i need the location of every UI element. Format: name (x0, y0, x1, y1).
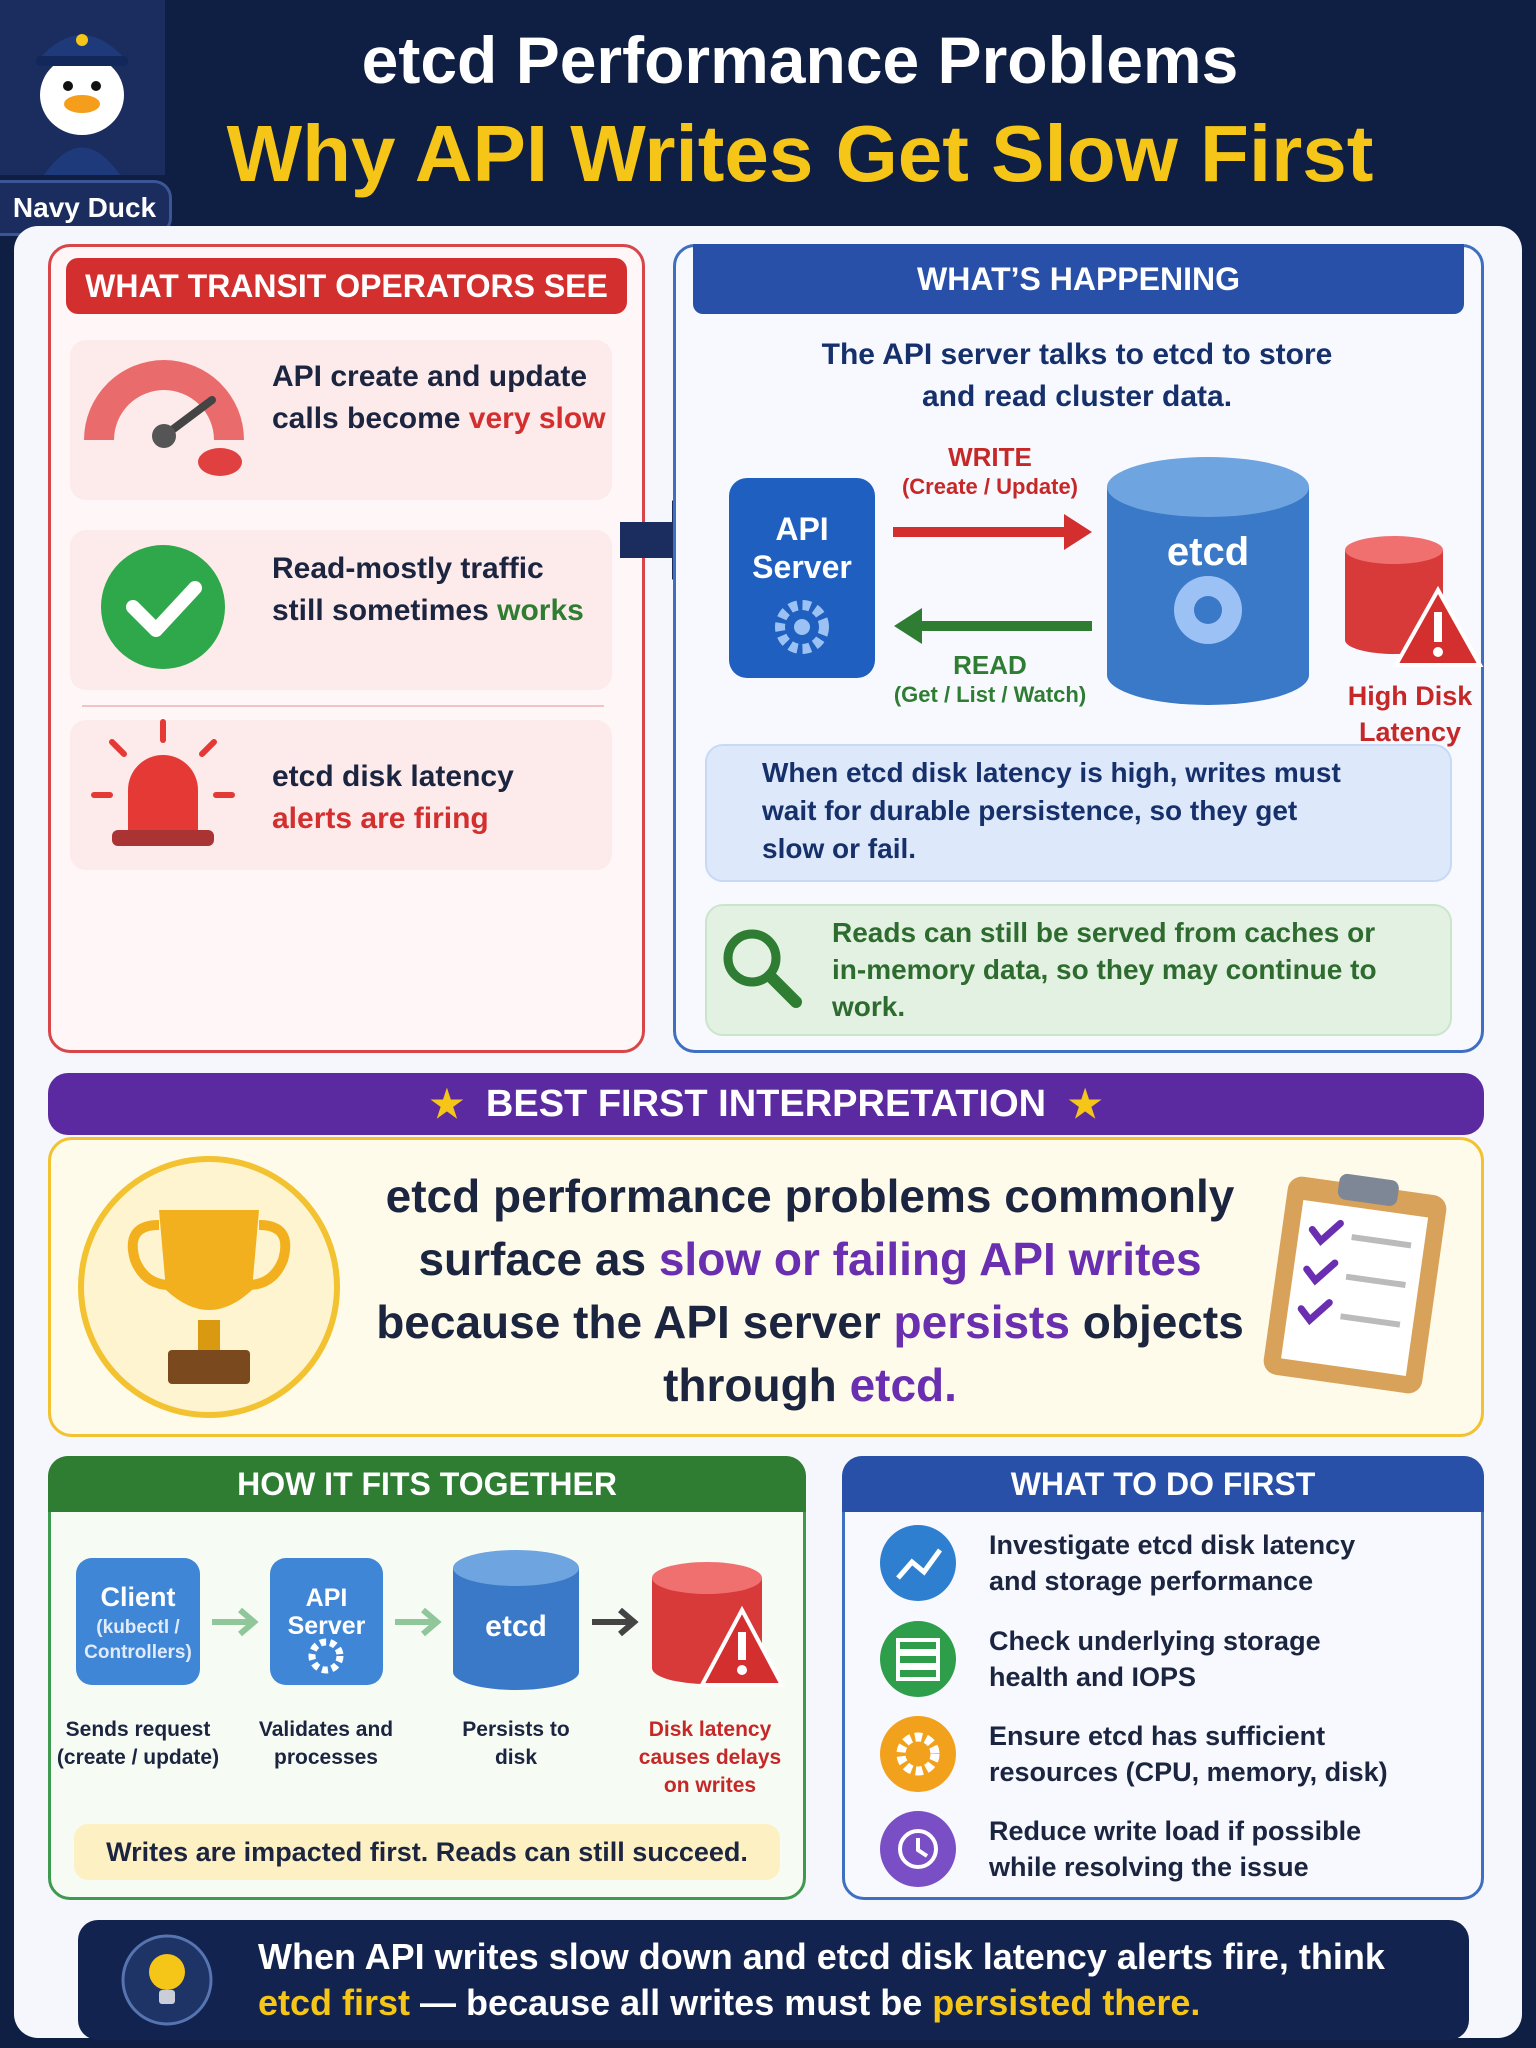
text-part: slow or failing API writes (658, 1233, 1202, 1285)
happening-title: WHAT’S HAPPENING (693, 244, 1464, 314)
step-caption: Sends request (create / update) (56, 1718, 220, 1769)
write-detail: (Create / Update) (901, 474, 1079, 499)
text-part: etcd first (258, 1982, 411, 2023)
read-note-box (705, 904, 1452, 1036)
text-part: etcd performance problems commonly surfa… (385, 1170, 1235, 1285)
disk-alert: High Disk Latency (1347, 681, 1473, 747)
bulb-icon (121, 1934, 213, 2026)
step-caption: Validates and processes (258, 1718, 394, 1769)
action-text: Reduce write load if possible while reso… (989, 1816, 1362, 1882)
symptom-text: etcd disk latency alerts are firing (272, 756, 572, 840)
text-part: persists (893, 1296, 1070, 1348)
symptom-icons (84, 360, 244, 846)
write-note-box (705, 744, 1452, 882)
interpretation-icons (78, 1156, 1447, 1418)
symptom-line: Read-mostly traffic still sometimes (272, 552, 544, 627)
duck-icon (36, 34, 128, 175)
text-part: persisted there. (932, 1982, 1201, 2023)
symptom-text: API create and update calls become very … (272, 356, 612, 440)
flow-title: HOW IT FITS TOGETHER (48, 1456, 806, 1512)
star: ★ (1068, 1083, 1103, 1126)
interpretation-text: etcd performance problems commonly surfa… (360, 1165, 1260, 1417)
step-caption: Persists to disk (462, 1718, 570, 1769)
api-server-label: API Server (752, 511, 852, 585)
text-part: When API writes slow down and etcd disk … (258, 1936, 1385, 1977)
step-sub: (kubectl / Controllers) (84, 1617, 192, 1663)
action-text: Check underlying storage health and IOPS (989, 1626, 1321, 1692)
subtitle: Why API Writes Get Slow First (226, 109, 1374, 198)
mascot-panel (0, 0, 165, 175)
flow-diagram (729, 457, 1484, 705)
happening-intro: The API server talks to etcd to store an… (821, 338, 1333, 413)
text-part: because the API server (376, 1296, 894, 1348)
read-note: Reads can still be served from caches or… (832, 917, 1377, 1022)
action-text: Investigate etcd disk latency and storag… (989, 1530, 1356, 1596)
symptom-line: etcd disk latency (272, 760, 514, 793)
text-part: objects through (663, 1296, 1244, 1411)
read-detail: (Get / List / Watch) (893, 682, 1087, 707)
symptom-text: Read-mostly traffic still sometimes work… (272, 548, 592, 632)
footer-text: When API writes slow down and etcd disk … (258, 1934, 1418, 2026)
interpretation-title: BEST FIRST INTERPRETATION (485, 1082, 1047, 1125)
write-label: WRITE (948, 442, 1032, 472)
step-caption: Disk latency causes delays on writes (638, 1718, 782, 1797)
flow-note: Writes are impacted first. Reads can sti… (74, 1824, 780, 1880)
star: ★ (429, 1083, 464, 1126)
symptoms-title: WHAT TRANSIT OPERATORS SEE (66, 258, 627, 314)
step-label: etcd (485, 1610, 547, 1643)
actions-title: WHAT TO DO FIRST (842, 1456, 1484, 1512)
symptom-highlight: alerts are firing (272, 802, 489, 835)
symptom-line: API create and update calls become (272, 360, 588, 435)
magnifier-icon (723, 929, 802, 1008)
symptom-highlight: works (497, 594, 584, 627)
symptom-highlight: very slow (468, 402, 606, 435)
read-label: READ (953, 650, 1027, 680)
write-note: When etcd disk latency is high, writes m… (762, 757, 1341, 864)
step-label: API Server (287, 1584, 366, 1640)
etcd-label: etcd (1166, 530, 1250, 574)
action-icons (880, 1525, 956, 1887)
action-text: Ensure etcd has sufficient resources (CP… (989, 1721, 1388, 1787)
title: etcd Performance Problems (361, 23, 1239, 97)
interpretation-title-bar: ★ BEST FIRST INTERPRETATION ★ (48, 1073, 1484, 1135)
footer-box (78, 1920, 1469, 2040)
divider (82, 705, 604, 707)
flow-shapes (76, 1550, 786, 1690)
step-label: Client (100, 1582, 176, 1612)
text-part: etcd. (849, 1359, 957, 1411)
text-part: — because all writes must be (410, 1982, 933, 2023)
